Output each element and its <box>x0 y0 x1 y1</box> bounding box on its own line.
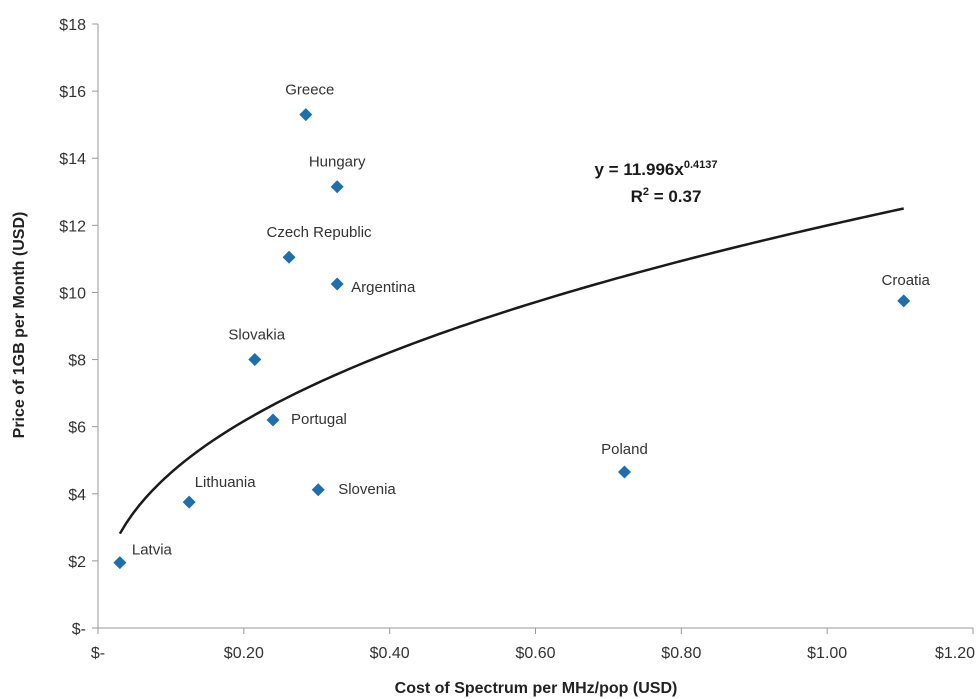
data-point-marker <box>299 108 313 122</box>
trendline-r-squared: R2 = 0.37 <box>631 186 702 206</box>
data-point-marker <box>330 277 344 291</box>
data-point-label: Latvia <box>132 542 173 559</box>
trendline-equation: y = 11.996x0.4137 <box>595 159 718 179</box>
data-point-label: Portugal <box>291 411 347 428</box>
y-tick-label: $16 <box>59 84 86 101</box>
trendline-equation-exponent: 0.4137 <box>684 159 718 171</box>
x-tick-label: $0.20 <box>224 645 264 662</box>
data-point-label: Poland <box>601 441 648 458</box>
x-tick-label: $1.00 <box>807 645 847 662</box>
r-squared-base: R <box>631 187 643 206</box>
data-point-label: Slovakia <box>228 327 285 344</box>
data-point-marker <box>617 465 631 479</box>
data-point-marker <box>266 413 280 427</box>
x-tick-label: $0.80 <box>661 645 701 662</box>
y-axis-ticks: $- $2 $4 $6 $8 $10 $12 $14 $16 $18 <box>59 17 98 638</box>
y-tick-label: $- <box>72 621 86 638</box>
data-point-marker <box>182 495 196 509</box>
x-tick-label: $0.40 <box>370 645 410 662</box>
x-tick-label: $1.20 <box>935 645 975 662</box>
data-point-label: Slovenia <box>338 481 396 498</box>
data-point-labels: Latvia Lithuania Slovakia Portugal Czech Rep… <box>132 82 931 559</box>
y-tick-label: $2 <box>68 554 86 571</box>
x-axis-ticks: $- $0.20 $0.40 $0.60 $0.80 $1.00 $1.20 <box>91 628 975 662</box>
r-squared-value: = 0.37 <box>649 187 701 206</box>
r-squared-sup: 2 <box>643 186 649 198</box>
data-point-label: Lithuania <box>195 474 257 491</box>
data-point-label: Croatia <box>882 272 931 289</box>
x-tick-label: $0.60 <box>515 645 555 662</box>
data-point-label: Argentina <box>351 279 416 296</box>
y-tick-label: $4 <box>68 487 86 504</box>
y-tick-label: $12 <box>59 218 86 235</box>
y-tick-label: $8 <box>68 353 86 370</box>
data-point-marker <box>282 250 296 264</box>
y-axis-title: Price of 1GB per Month (USD) <box>11 212 28 439</box>
data-points <box>113 108 911 570</box>
y-tick-label: $14 <box>59 151 86 168</box>
data-point-marker <box>248 353 262 367</box>
data-point-marker <box>311 483 325 497</box>
y-tick-label: $10 <box>59 285 86 302</box>
x-axis-title: Cost of Spectrum per MHz/pop (USD) <box>395 680 678 697</box>
x-tick-label: $- <box>91 645 105 662</box>
data-point-marker <box>897 294 911 308</box>
data-point-label: Hungary <box>309 154 366 171</box>
data-point-label: Czech Republic <box>267 224 373 241</box>
trendline-equation-base: y = 11.996x <box>595 160 685 179</box>
y-tick-label: $18 <box>59 17 86 34</box>
y-tick-label: $6 <box>68 420 86 437</box>
trendline <box>118 207 904 535</box>
data-point-marker <box>113 556 127 570</box>
data-point-label: Greece <box>285 82 334 99</box>
data-point-marker <box>330 180 344 194</box>
